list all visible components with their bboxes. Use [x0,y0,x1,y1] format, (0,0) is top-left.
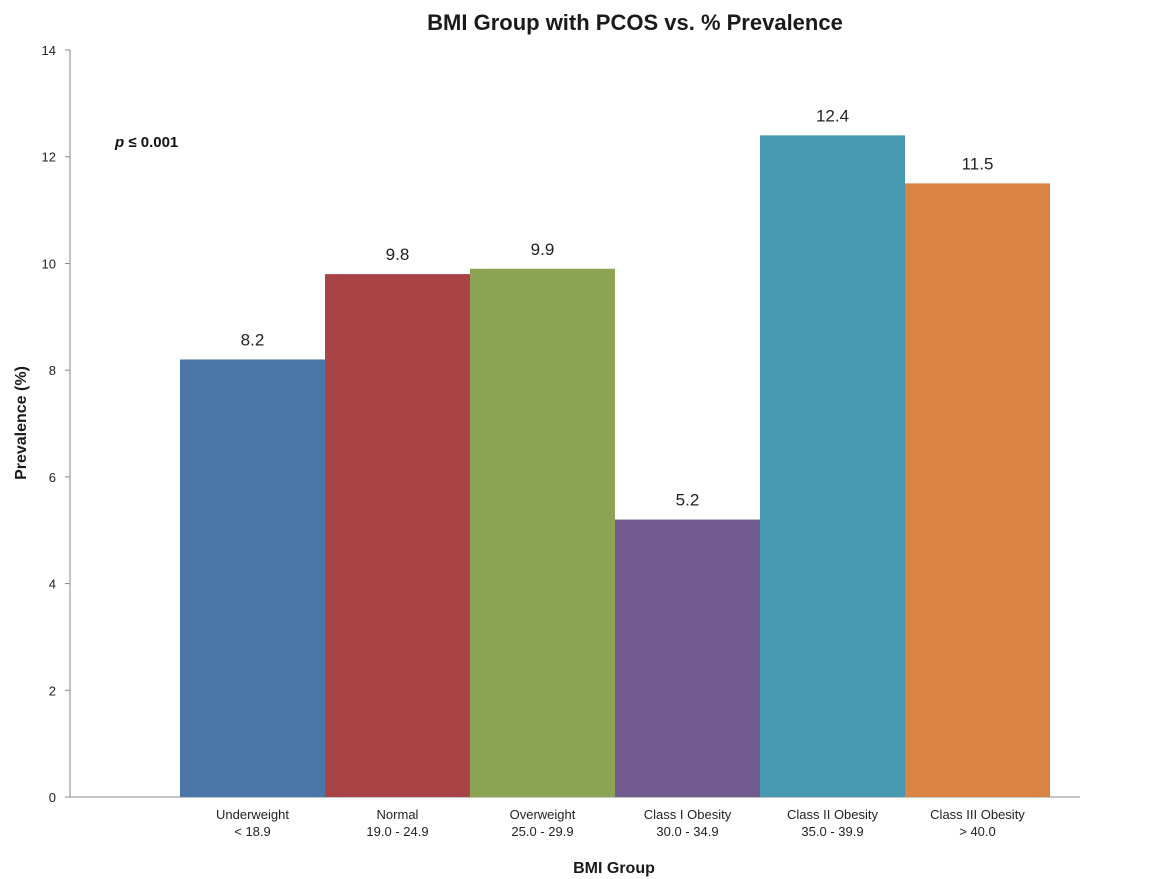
category-label-range: 25.0 - 29.9 [511,824,573,839]
y-tick-label: 12 [42,150,56,165]
chart-title: BMI Group with PCOS vs. % Prevalence [427,10,843,35]
bar-value-label: 9.8 [386,245,410,264]
y-tick-label: 8 [49,363,56,378]
category-label-name: Class III Obesity [930,807,1025,822]
bar [760,135,905,797]
p-value-text: ≤ 0.001 [124,134,178,151]
category-label-name: Underweight [216,807,289,822]
category-label-range: > 40.0 [959,824,996,839]
data-labels: 8.2 9.8 9.9 5.2 12.4 11.5 [241,106,994,509]
y-tick-label: 14 [42,43,56,58]
y-tick-label: 6 [49,470,56,485]
category-label-range: 30.0 - 34.9 [656,824,718,839]
y-axis-title: Prevalence (%) [13,366,30,480]
category-label-name: Class II Obesity [787,807,879,822]
bar-value-label: 9.9 [531,240,555,259]
category-label-range: 19.0 - 24.9 [366,824,428,839]
bar [470,268,615,797]
bar [180,359,325,797]
bar-value-label: 11.5 [962,154,994,173]
p-value-symbol: p [114,134,124,151]
bar-value-label: 5.2 [676,491,700,510]
category-labels: Underweight < 18.9 Normal 19.0 - 24.9 Overwe… [216,807,1025,839]
y-axis: 0 2 4 6 8 10 12 14 [42,43,71,805]
bars [180,135,1050,798]
p-value-annotation: p ≤ 0.001 [114,134,178,151]
category-label-name: Overweight [510,807,576,822]
category-label-range: 35.0 - 39.9 [801,824,863,839]
category-label-name: Normal [377,807,419,822]
y-tick-label: 4 [49,577,56,592]
y-tick-label: 0 [49,790,56,805]
bar [325,274,470,798]
y-tick-label: 10 [42,256,56,271]
bar-value-label: 12.4 [816,106,849,125]
y-tick-label: 2 [49,683,56,698]
bar [905,183,1050,798]
x-axis-title: BMI Group [573,860,655,877]
bar [615,519,760,797]
bar-value-label: 8.2 [241,330,265,349]
category-label-name: Class I Obesity [644,807,732,822]
category-label-range: < 18.9 [234,824,271,839]
